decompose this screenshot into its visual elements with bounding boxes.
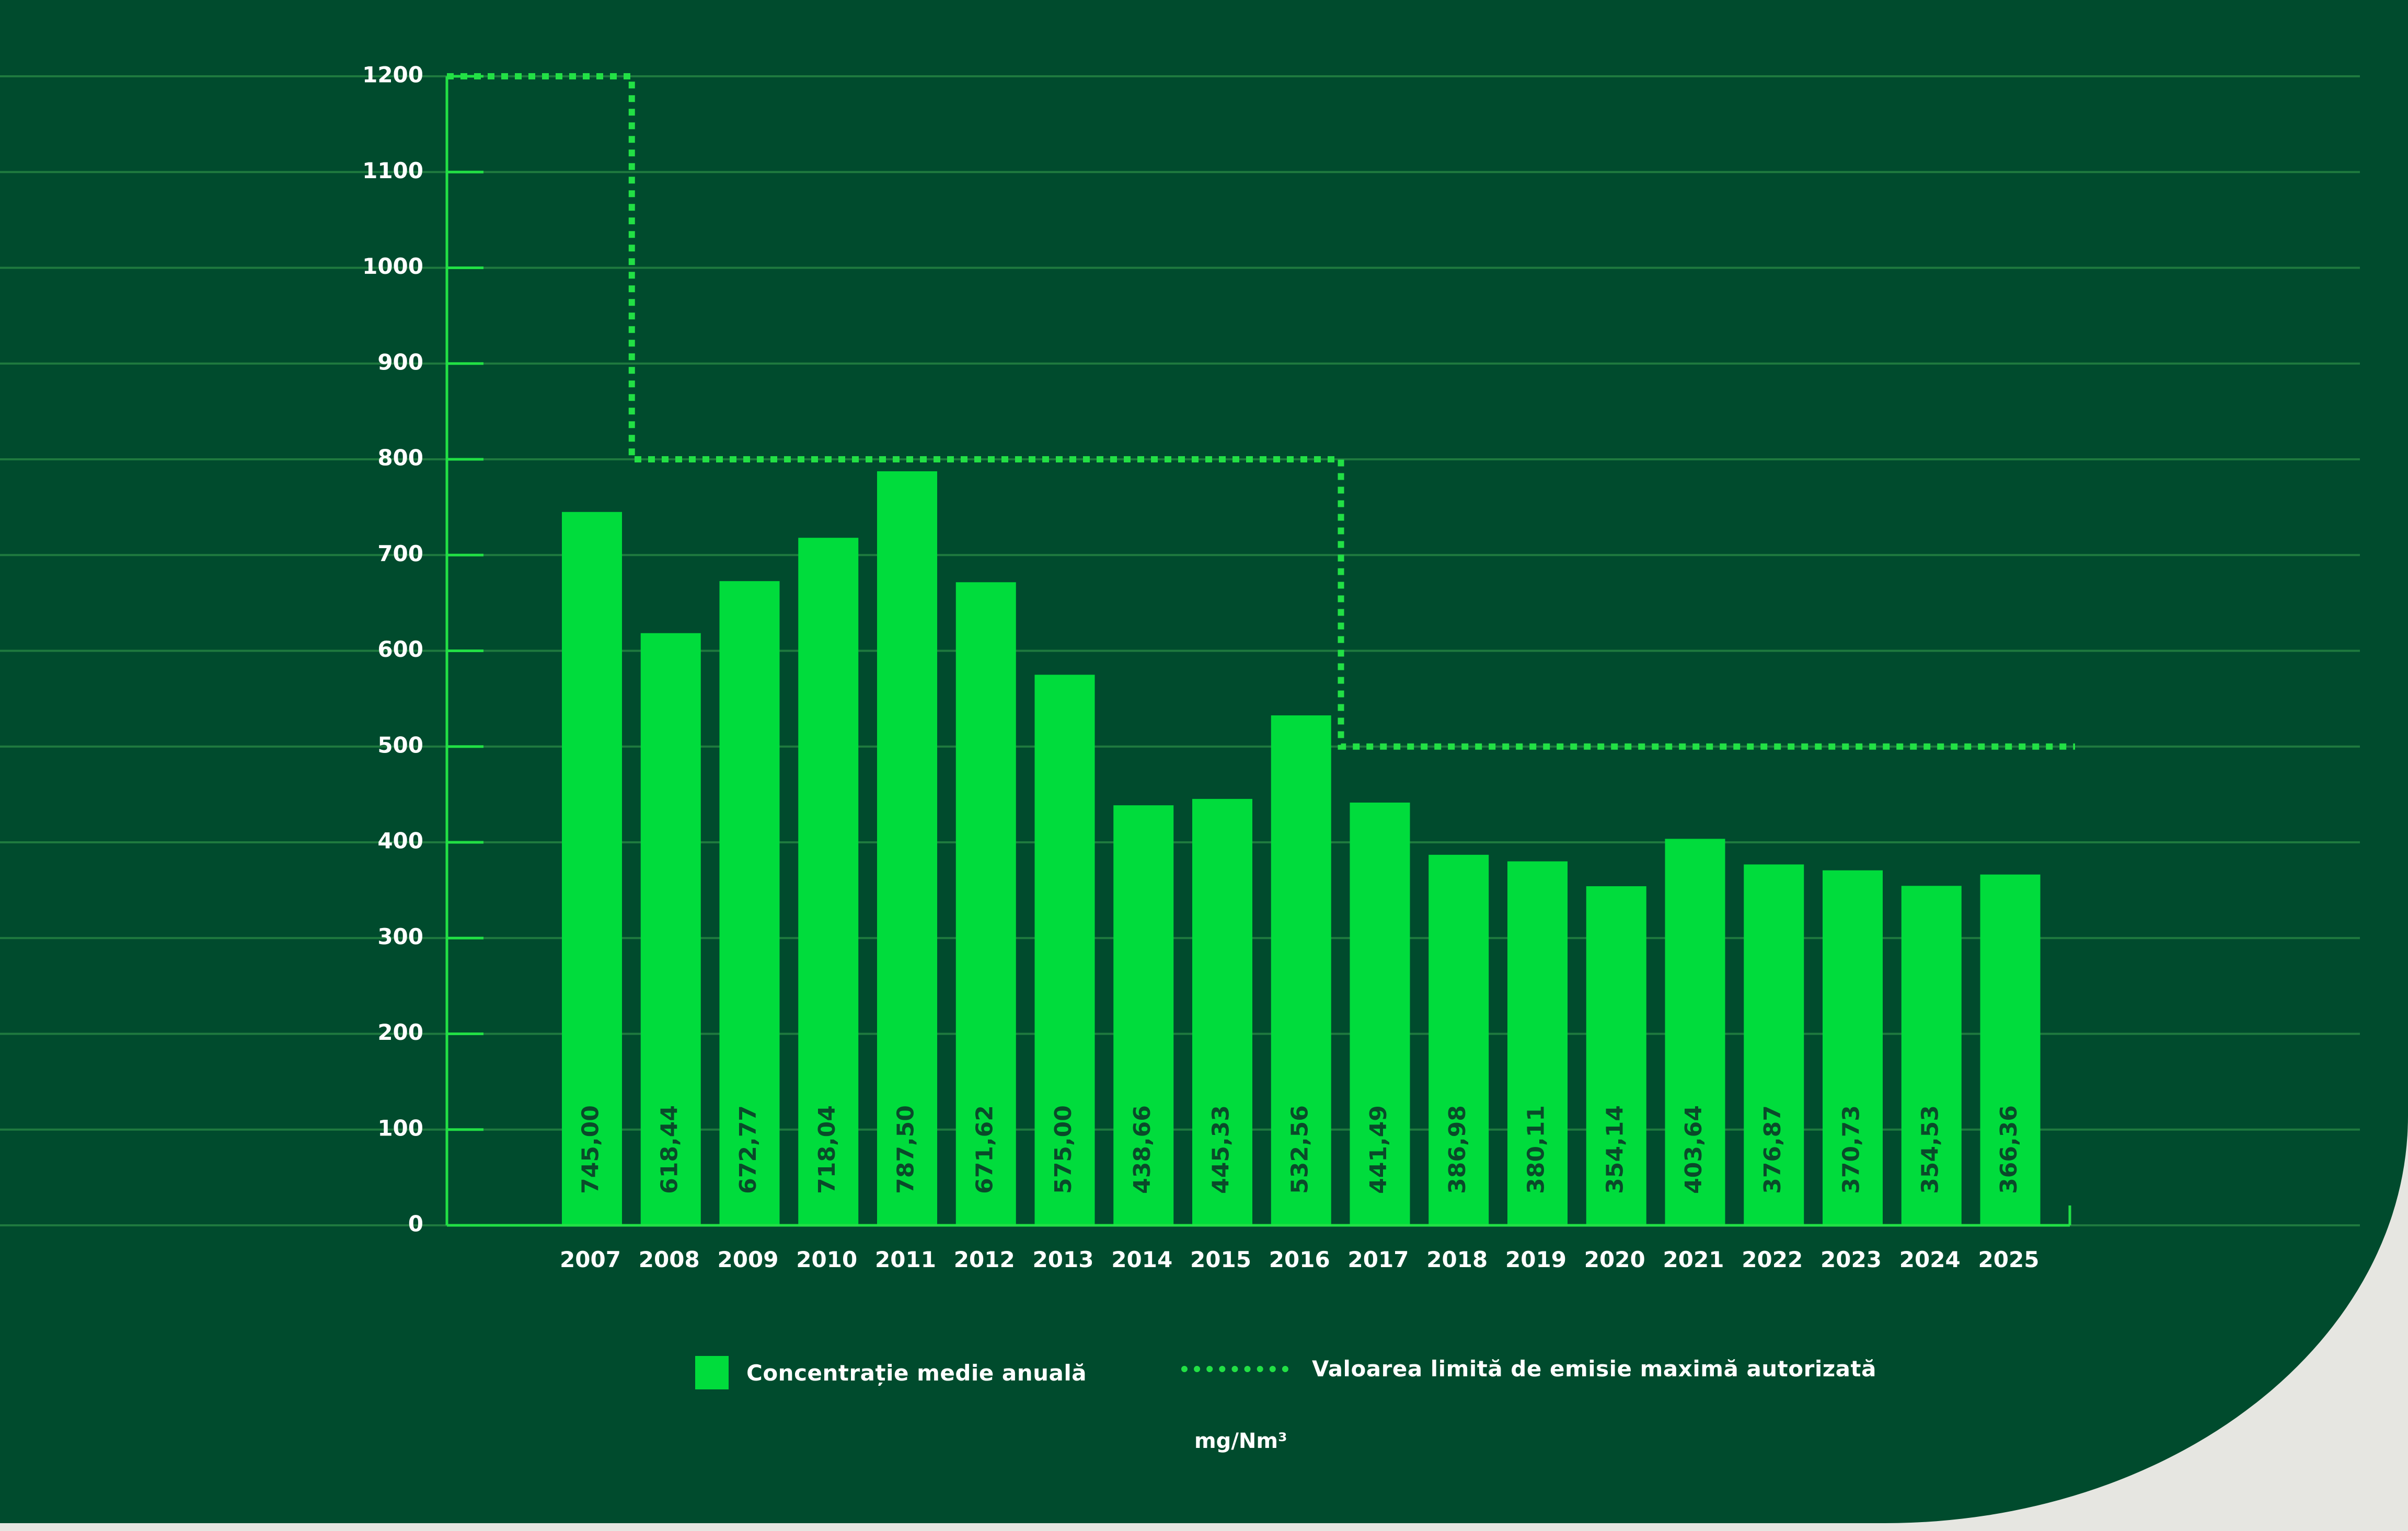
y-tick-label-0: 0 — [408, 1211, 423, 1237]
bar-value-label-2024: 354,53 — [1917, 1105, 1943, 1194]
legend-label-limit: Valoarea limită de emisie maximă autoriz… — [1312, 1356, 1876, 1382]
x-tick-label-2020: 2020 — [1584, 1247, 1645, 1272]
legend-item-bars: Concentrație medie anuală — [695, 1356, 1087, 1389]
bar-value-label-2013: 575,00 — [1050, 1105, 1077, 1194]
legend-swatch-limit — [1181, 1365, 1288, 1372]
x-tick-label-2022: 2022 — [1742, 1247, 1803, 1272]
y-tick-label-100: 100 — [377, 1115, 423, 1141]
bar-2019 — [1507, 861, 1568, 1225]
legend-label-bars: Concentrație medie anuală — [746, 1360, 1087, 1386]
bar-value-label-2015: 445,33 — [1208, 1105, 1235, 1194]
bar-value-label-2011: 787,50 — [893, 1105, 919, 1194]
x-tick-label-2021: 2021 — [1663, 1247, 1724, 1272]
y-tick-label-600: 600 — [377, 636, 423, 662]
limit-line — [447, 73, 2075, 750]
bar-value-label-2023: 370,73 — [1838, 1105, 1865, 1194]
bar-2013 — [1034, 675, 1095, 1225]
y-tick-label-900: 900 — [377, 349, 423, 375]
bar-value-label-2010: 718,04 — [814, 1105, 840, 1194]
y-tick-label-1100: 1100 — [362, 158, 423, 183]
bar-2016 — [1271, 715, 1331, 1225]
bar-value-label-2020: 354,14 — [1602, 1105, 1628, 1194]
bar-2017 — [1350, 802, 1410, 1225]
bar-value-label-2022: 376,87 — [1759, 1105, 1786, 1194]
bar-value-label-2017: 441,49 — [1365, 1105, 1392, 1194]
grid-lines — [0, 75, 2360, 1226]
bar-2024 — [1901, 886, 1962, 1225]
y-tick-label-1000: 1000 — [362, 253, 423, 279]
bars: 745,00 618,44 672,77 718,04 787,50 671,62 575,… — [562, 471, 2041, 1225]
x-tick-labels: 2007 2008 2009 2010 2011 2012 2013 2014 2015 2016… — [560, 1247, 2039, 1272]
bar-2012 — [955, 582, 1016, 1225]
x-tick-label-2024: 2024 — [1899, 1247, 1961, 1272]
x-tick-label-2009: 2009 — [718, 1247, 779, 1272]
x-tick-label-2011: 2011 — [875, 1247, 936, 1272]
bar-value-label-2019: 380,11 — [1523, 1105, 1550, 1194]
x-tick-label-2010: 2010 — [796, 1247, 857, 1272]
x-tick-label-2013: 2013 — [1033, 1247, 1094, 1272]
y-tick-label-200: 200 — [377, 1019, 423, 1045]
bar-value-label-2012: 671,62 — [971, 1105, 998, 1194]
x-tick-label-2015: 2015 — [1190, 1247, 1251, 1272]
x-tick-label-2016: 2016 — [1269, 1247, 1330, 1272]
bar-2015 — [1192, 798, 1252, 1225]
x-tick-label-2007: 2007 — [560, 1247, 621, 1272]
bar-2007 — [562, 512, 622, 1225]
bar-2008 — [640, 633, 701, 1225]
y-tick-label-800: 800 — [377, 445, 423, 471]
x-tick-label-2018: 2018 — [1426, 1247, 1488, 1272]
bar-value-label-2018: 386,98 — [1444, 1105, 1471, 1194]
bar-2023 — [1823, 870, 1883, 1225]
x-tick-label-2014: 2014 — [1111, 1247, 1172, 1272]
bar-value-label-2007: 745,00 — [578, 1105, 604, 1194]
y-tick-label-400: 400 — [377, 828, 423, 854]
x-tick-label-2012: 2012 — [954, 1247, 1015, 1272]
bar-2014 — [1113, 805, 1174, 1225]
bar-2011 — [877, 471, 937, 1225]
bar-value-label-2008: 618,44 — [656, 1105, 683, 1194]
bar-2010 — [798, 538, 859, 1225]
bar-value-label-2016: 532,56 — [1286, 1105, 1313, 1194]
bar-2018 — [1428, 854, 1489, 1225]
y-tick-label-500: 500 — [377, 732, 423, 758]
y-tick-label-700: 700 — [377, 541, 423, 566]
legend: Concentrație medie anuală Valoarea limit… — [695, 1356, 1897, 1393]
x-tick-label-2023: 2023 — [1821, 1247, 1882, 1272]
legend-item-limit: Valoarea limită de emisie maximă autoriz… — [1181, 1356, 1876, 1382]
limit-step-line — [447, 73, 2075, 750]
bar-2021 — [1665, 839, 1725, 1225]
y-tick-labels: 0 100 200 300 400 500 600 700 800 900 1000 1100 1200 — [362, 62, 423, 1237]
unit-label: mg/Nm³ — [1194, 1429, 1287, 1453]
x-tick-label-2019: 2019 — [1505, 1247, 1566, 1272]
bar-2020 — [1586, 886, 1646, 1225]
y-tick-label-1200: 1200 — [362, 62, 423, 88]
x-tick-label-2017: 2017 — [1348, 1247, 1409, 1272]
bar-value-label-2009: 672,77 — [735, 1105, 762, 1194]
bar-2009 — [719, 581, 780, 1225]
bar-value-label-2025: 366,36 — [1996, 1105, 2022, 1194]
bar-value-label-2021: 403,64 — [1680, 1105, 1707, 1194]
x-tick-label-2008: 2008 — [639, 1247, 700, 1272]
x-tick-label-2025: 2025 — [1978, 1247, 2040, 1272]
axes — [445, 75, 2071, 1227]
bar-2025 — [1980, 874, 2041, 1225]
y-tick-label-300: 300 — [377, 924, 423, 949]
bar-2022 — [1744, 864, 1804, 1225]
bar-value-label-2014: 438,66 — [1129, 1105, 1156, 1194]
legend-swatch-bar — [695, 1356, 729, 1389]
